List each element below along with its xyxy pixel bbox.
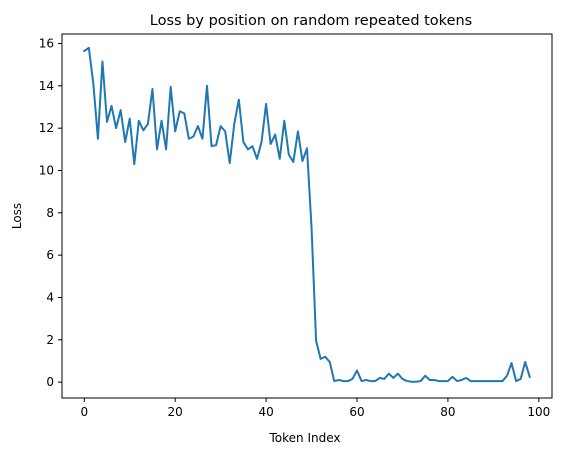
y-tick-label: 10 xyxy=(39,164,54,178)
x-tick-label: 0 xyxy=(80,405,88,419)
x-tick-label: 80 xyxy=(440,405,455,419)
x-tick-label: 40 xyxy=(258,405,273,419)
y-tick-label: 0 xyxy=(46,375,54,389)
y-tick-label: 8 xyxy=(46,206,54,220)
x-tick-label: 60 xyxy=(349,405,364,419)
y-tick-label: 16 xyxy=(39,37,54,51)
x-tick-label: 20 xyxy=(168,405,183,419)
y-tick-label: 6 xyxy=(46,248,54,262)
plot-area xyxy=(62,34,552,398)
x-axis-label: Token Index xyxy=(269,431,341,445)
y-tick-label: 2 xyxy=(46,333,54,347)
x-tick-label: 100 xyxy=(527,405,550,419)
chart-title: Loss by position on random repeated toke… xyxy=(150,13,472,29)
y-tick-label: 14 xyxy=(39,79,54,93)
y-axis-label: Loss xyxy=(10,203,24,229)
y-tick-label: 4 xyxy=(46,290,54,304)
y-tick-label: 12 xyxy=(39,121,54,135)
